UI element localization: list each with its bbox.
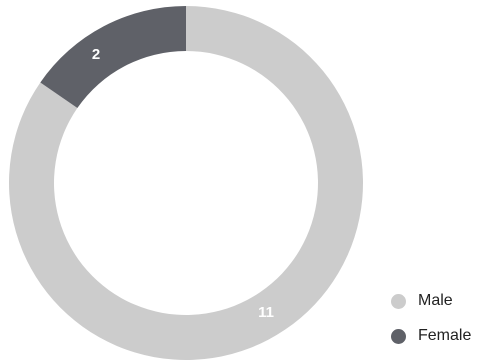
data-label-male: 11	[258, 304, 274, 321]
legend-item-female[interactable]: Female	[391, 327, 471, 345]
legend-swatch-female	[391, 328, 406, 344]
legend-item-male[interactable]: Male	[391, 292, 471, 310]
data-label-female: 2	[92, 46, 100, 63]
legend-label-male: Male	[418, 292, 453, 309]
legend: Male Female	[391, 292, 471, 362]
legend-label-female: Female	[418, 327, 472, 344]
legend-swatch-male	[391, 293, 406, 309]
slice-female[interactable]	[40, 5, 187, 109]
